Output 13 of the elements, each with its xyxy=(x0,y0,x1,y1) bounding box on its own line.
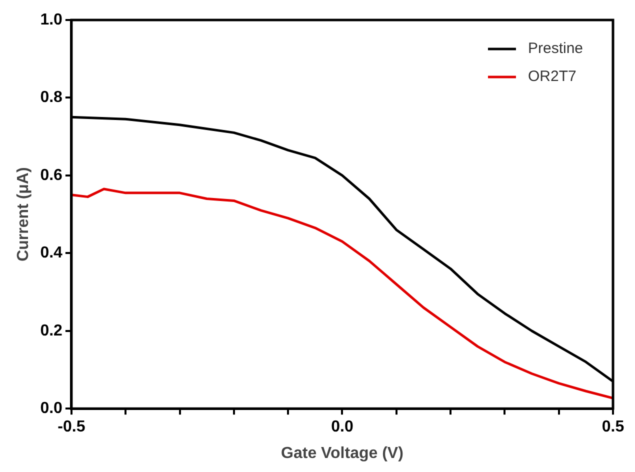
legend-label: Prestine xyxy=(528,40,584,58)
y-tick-label: 0.4 xyxy=(40,244,63,262)
y-tick-label: 0.0 xyxy=(40,400,63,418)
x-axis-title: Gate Voltage (V) xyxy=(281,444,404,462)
x-tick-label: 0.5 xyxy=(602,418,624,436)
x-tick-label: 0.0 xyxy=(331,418,354,436)
y-axis-title: Current (μA) xyxy=(15,167,32,262)
y-tick-label: 0.2 xyxy=(40,322,63,340)
y-tick-label: 1.0 xyxy=(40,11,63,28)
x-tick-label: -0.5 xyxy=(58,418,86,436)
legend-label: OR2T7 xyxy=(528,68,576,86)
y-tick-label: 0.8 xyxy=(40,89,63,106)
y-tick-label: 0.6 xyxy=(40,166,63,184)
